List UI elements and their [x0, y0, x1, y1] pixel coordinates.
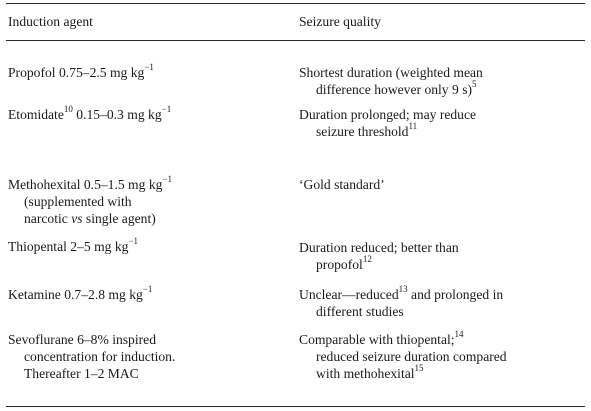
table-bottom-rule	[6, 406, 585, 407]
table-row-ketamine-quality: Unclear—reduced13 and prolonged in diffe…	[299, 284, 504, 320]
table-row-propofol-agent: Propofol 0.75–2.5 mg kg−1	[8, 62, 154, 81]
reference-superscript: 14	[454, 329, 464, 340]
quality-line: Shortest duration (weighted mean	[299, 65, 483, 80]
table-row-sevoflurane-quality: Comparable with thiopental;14 reduced se…	[299, 329, 507, 382]
agent-text: Propofol 0.75–2.5 mg kg	[8, 65, 145, 80]
agent-text: Methohexital 0.5–1.5 mg kg	[8, 177, 163, 192]
quality-line: difference however only 9 s)5	[299, 79, 483, 98]
agent-line: concentration for induction.	[24, 349, 176, 364]
agent-text: narcotic	[24, 211, 72, 226]
quality-line: Comparable with thiopental;14	[299, 329, 507, 348]
quality-line: with methohexital15	[299, 363, 507, 382]
table-row-thiopental-quality: Duration reduced; better than propofol12	[299, 239, 459, 273]
quality-text: difference however only 9 s)	[316, 82, 473, 97]
reference-superscript: 13	[398, 284, 408, 295]
unit-exponent: −1	[142, 284, 153, 295]
agent-line: narcotic vs single agent)	[8, 210, 172, 227]
header-induction-agent: Induction agent	[8, 14, 93, 29]
agent-text: single agent)	[82, 211, 156, 226]
agent-text-italic: vs	[71, 211, 83, 226]
agent-line: Sevoflurane 6–8% inspired	[8, 332, 156, 347]
header-seizure-quality: Seizure quality	[299, 14, 381, 29]
table-header-rule	[6, 40, 585, 41]
unit-exponent: −1	[128, 236, 139, 247]
table-top-rule	[6, 3, 585, 4]
table-row-etomidate-agent: Etomidate10 0.15–0.3 mg kg−1	[8, 104, 172, 123]
reference-superscript: 11	[408, 121, 418, 132]
quality-text: Unclear—reduced	[299, 287, 399, 302]
quality-text: propofol	[316, 257, 363, 272]
quality-text: with methohexital	[316, 366, 415, 381]
table-row-ketamine-agent: Ketamine 0.7–2.8 mg kg−1	[8, 284, 153, 303]
quality-line: Duration prolonged; may reduce	[299, 107, 477, 122]
quality-text: Comparable with thiopental;	[299, 332, 455, 347]
reference-superscript: 12	[362, 254, 372, 265]
quality-text: seizure threshold	[316, 124, 409, 139]
agent-text: Ketamine 0.7–2.8 mg kg	[8, 287, 143, 302]
agent-line: Thereafter 1–2 MAC	[24, 366, 139, 381]
quality-line: Duration reduced; better than	[299, 240, 459, 255]
agent-line: (supplemented with	[24, 194, 132, 209]
agent-text: Etomidate	[8, 107, 64, 122]
table-row-methohexital-quality: ‘Gold standard’	[299, 176, 385, 193]
quality-line: seizure threshold11	[299, 121, 476, 140]
reference-superscript: 15	[414, 363, 424, 374]
table-row-sevoflurane-agent: Sevoflurane 6–8% inspired concentration …	[8, 331, 175, 382]
unit-exponent: −1	[161, 104, 172, 115]
unit-exponent: −1	[144, 62, 154, 73]
table-row-thiopental-agent: Thiopental 2–5 mg kg−1	[8, 236, 139, 255]
quality-line: ‘Gold standard’	[299, 177, 385, 192]
reference-superscript: 5	[472, 79, 477, 90]
quality-line: reduced seizure duration compared	[316, 349, 507, 364]
quality-line: different studies	[316, 304, 404, 319]
table-row-etomidate-quality: Duration prolonged; may reduce seizure t…	[299, 106, 476, 140]
agent-text: Thiopental 2–5 mg kg	[8, 239, 129, 254]
unit-exponent: −1	[162, 174, 173, 185]
table-row-propofol-quality: Shortest duration (weighted mean differe…	[299, 64, 483, 98]
quality-text: and prolonged in	[407, 287, 504, 302]
table-row-methohexital-agent: Methohexital 0.5–1.5 mg kg−1 (supplement…	[8, 174, 173, 227]
quality-line: Unclear—reduced13 and prolonged in	[299, 284, 504, 303]
quality-line: propofol12	[299, 254, 459, 273]
reference-superscript: 10	[63, 104, 73, 115]
agent-dose: 0.15–0.3 mg kg	[72, 107, 162, 122]
agent-line: Methohexital 0.5–1.5 mg kg−1	[8, 174, 173, 193]
